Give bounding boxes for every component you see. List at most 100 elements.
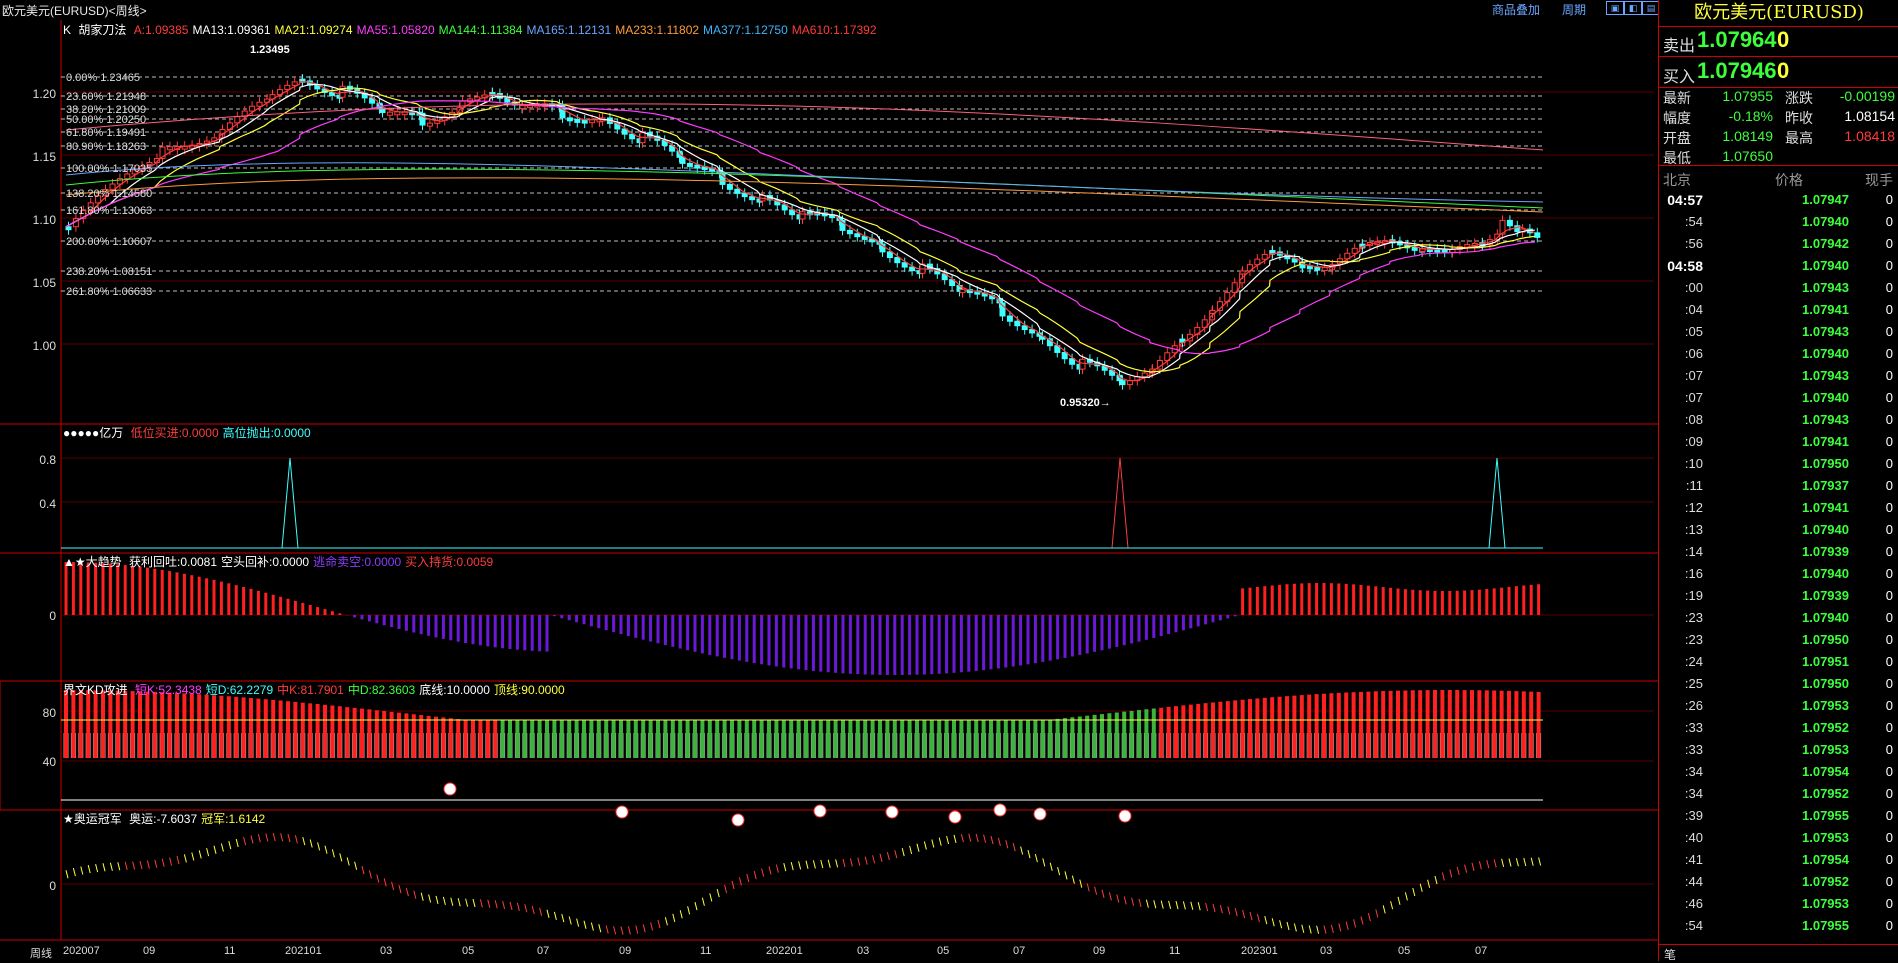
oscillator-mark [1301,924,1305,933]
stat-value: -0.18% [1728,108,1773,124]
oscillator-mark [398,885,402,894]
oscillator-mark [672,913,676,923]
x-tick-label: 202101 [285,945,322,957]
tick-time: :09 [1684,434,1703,449]
tick-volume: 0 [1885,456,1893,471]
candle-body [241,110,248,118]
candle-body [519,105,526,110]
x-tick-label: 07 [1475,945,1488,957]
tick-volume: 0 [1885,676,1893,691]
oscillator-mark [975,833,979,843]
tick-row: :24 1.07951 0 [1659,652,1898,674]
x-tick-label: 11 [700,945,712,957]
chart-area[interactable]: K 胡家刀法 A:1.09385 MA13:1.09361 MA21:1.09274… [0,20,1658,961]
oscillator-mark [576,918,580,927]
tick-volume: 0 [1885,698,1893,713]
oscillator-mark [235,838,239,848]
chart-canvas[interactable] [0,20,1658,961]
layout-button-1[interactable]: ▣ [1606,1,1624,15]
tick-time: :41 [1684,852,1703,867]
candle-body [1534,232,1541,238]
oscillator-mark [1227,906,1231,915]
candle-body [679,156,686,164]
layout-button-2[interactable]: ◧ [1624,1,1642,15]
oscillator-mark [1071,875,1075,884]
stat-value: -0.00199 [1839,88,1895,104]
oscillator-mark [1116,894,1120,903]
candle-body [1254,258,1261,266]
oscillator-mark [479,899,483,908]
panel2-name: ●●●●●亿万 [63,426,124,440]
candle-body [1321,266,1328,271]
candle-body [694,164,701,169]
oscillator-mark [361,865,365,875]
candle-body [959,289,966,294]
overlay-symbol-link[interactable]: 商品叠加 [1492,3,1541,17]
oscillator-mark [220,843,224,852]
oscillator-mark [694,901,698,911]
oscillator-mark [701,897,705,906]
sell-row[interactable]: 卖出 1.07964 0 [1659,26,1898,57]
oscillator-mark [494,900,498,909]
tick-time: :07 [1684,368,1703,383]
tick-price: 1.07940 [1802,258,1849,273]
oscillator-mark [1086,883,1090,892]
candle-body [159,146,166,159]
fib-level-label: 200.00% 1.10607 [66,236,153,248]
candle-body [734,188,741,194]
panel5-value: 冠军:1.6142 [201,812,266,826]
candle-body [1351,247,1358,254]
tick-header-price: 价格 [1775,172,1803,188]
oscillator-mark [294,835,298,844]
tick-volume: 0 [1885,566,1893,581]
oscillator-mark [1005,840,1009,849]
oscillator-mark [731,880,735,890]
candle-body [131,169,138,175]
oscillator-mark [1012,843,1016,852]
oscillator-mark [1449,869,1453,878]
oscillator-mark [102,863,106,872]
x-tick-label: 05 [937,945,950,957]
oscillator-mark [1256,913,1260,923]
oscillator-mark [1160,900,1164,909]
oscillator-mark [931,839,935,848]
candle-body [1006,315,1013,322]
oscillator-mark [746,873,750,883]
oscillator-mark [368,870,372,879]
tick-time: :40 [1684,830,1703,845]
oscillator-mark [1108,892,1112,901]
tick-row: 04:58 1.07940 0 [1659,256,1898,278]
oscillator-mark [213,845,217,854]
candle-body [386,111,393,116]
oscillator-mark [1190,901,1194,910]
tick-volume: 0 [1885,742,1893,757]
stat-label: 昨收 [1785,110,1813,126]
tick-volume: 0 [1885,192,1893,207]
tick-row: :07 1.07943 0 [1659,366,1898,388]
oscillator-mark [1079,879,1083,888]
oscillator-mark [738,877,742,886]
x-tick-label: 202201 [766,945,803,957]
tick-row: :19 1.07939 0 [1659,586,1898,608]
bottom-tab-bar: 笔 [1658,944,1898,962]
oscillator-mark [1153,900,1157,909]
tick-volume: 0 [1885,632,1893,647]
tick-volume: 0 [1885,764,1893,779]
oscillator-mark [642,924,646,933]
tab-ticks[interactable]: 笔 [1664,948,1677,962]
tick-volume: 0 [1885,786,1893,801]
oscillator-mark [1182,901,1186,910]
oscillator-mark [872,855,876,864]
oscillator-mark [1353,919,1357,928]
panel4-value: 中D:82.3603 [347,683,416,697]
tick-price: 1.07940 [1802,214,1849,229]
oscillator-mark [1323,925,1327,934]
period-link[interactable]: 周期 [1562,3,1587,17]
oscillator-mark [139,860,143,870]
tick-time: :07 [1684,390,1703,405]
buy-row[interactable]: 买入 1.07946 0 [1659,57,1898,88]
oscillator-mark [1345,921,1349,930]
smiley-icon [1033,807,1047,821]
oscillator-mark [1175,901,1179,910]
candle-body [1299,264,1306,269]
